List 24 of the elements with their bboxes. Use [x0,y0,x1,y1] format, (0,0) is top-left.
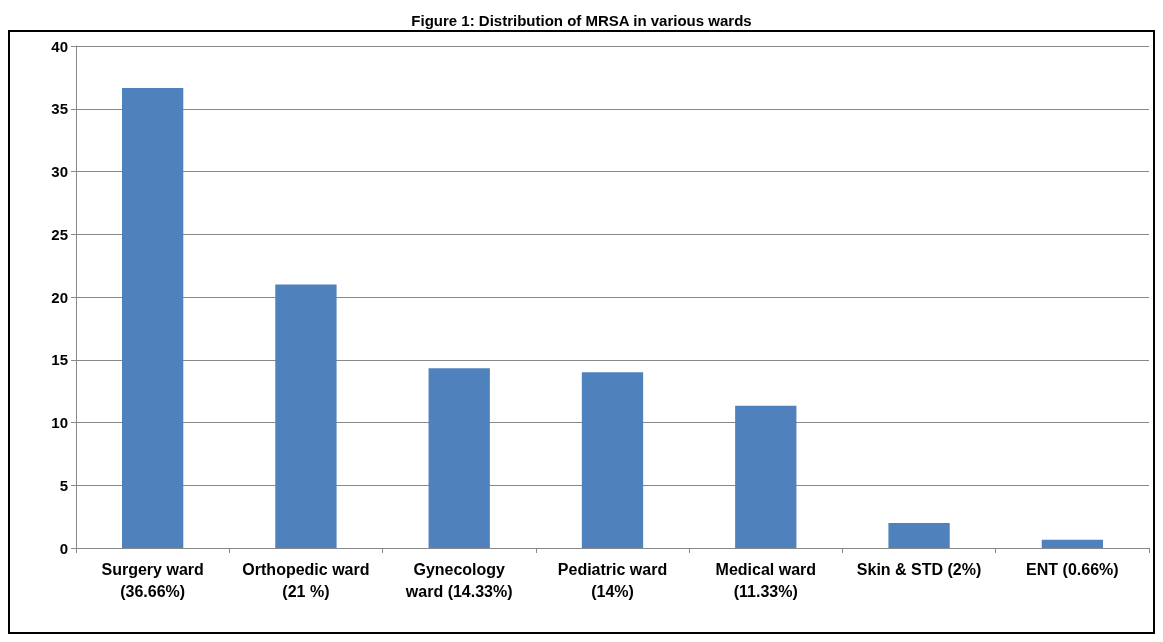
x-tick-label: Orthopedic ward (21 %) [242,560,370,600]
bar [888,522,950,548]
y-tick-label: 15 [51,351,68,369]
x-tick-label: Medical ward (11.33%) [715,560,817,600]
y-tick-label: 40 [51,37,68,55]
bar [121,87,184,548]
y-tick-label: 25 [51,225,68,243]
x-tick-label: ENT (0.66%) [1026,560,1119,578]
bar [1041,539,1104,548]
y-tick-label: 5 [59,476,68,494]
y-tick-label: 20 [51,288,68,306]
bar [581,372,644,548]
x-tick-label: Skin & STD (2%) [856,560,982,578]
y-tick-label: 30 [51,163,68,180]
bar [735,405,797,548]
bar [428,368,490,548]
y-tick-label: 35 [51,100,68,118]
y-tick-label: 0 [59,539,68,557]
x-tick-label: Gynecology ward (14.33%) [404,560,513,600]
chart-title: Figure 1: Distribution of MRSA in various wards [411,12,752,29]
y-tick-label: 10 [51,414,68,431]
x-tick-label: Pediatric ward (14%) [557,560,668,600]
bar [275,284,337,548]
x-tick-label: Surgery ward (36.66%) [101,560,204,600]
